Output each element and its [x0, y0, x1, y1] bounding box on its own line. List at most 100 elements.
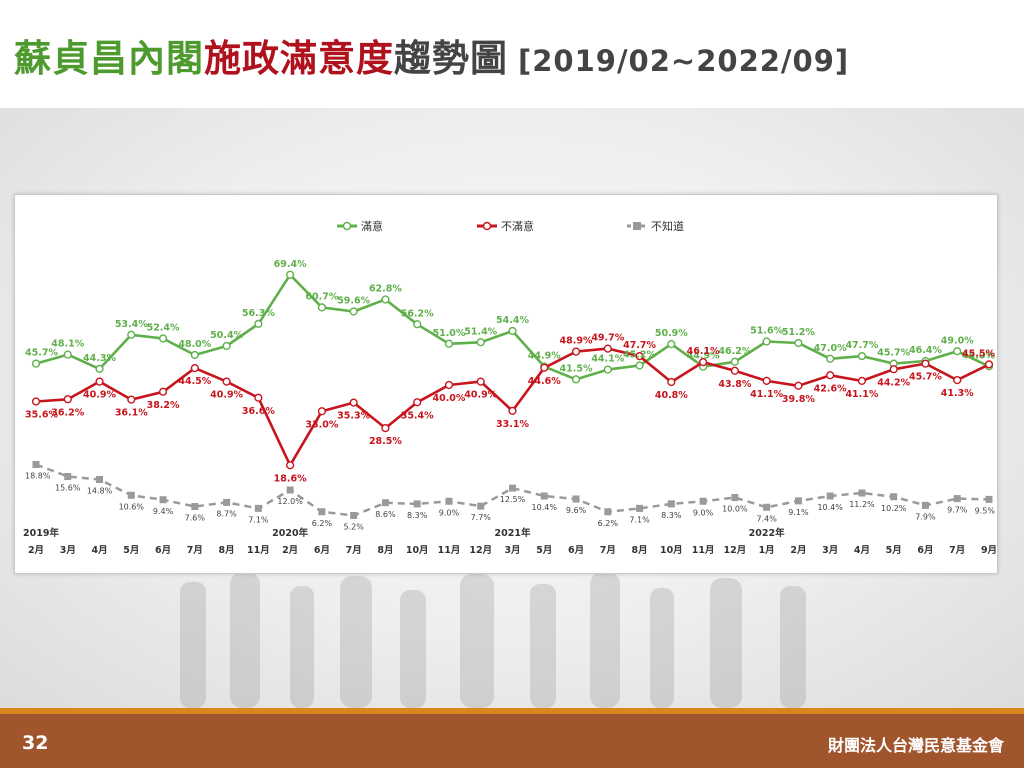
unknown-point: [127, 491, 135, 499]
unknown-data-label: 10.2%: [881, 504, 907, 513]
unknown-data-label: 9.7%: [947, 506, 968, 515]
satisfied-data-label: 48.1%: [51, 339, 84, 350]
dissatisfied-point: [889, 365, 898, 374]
satisfied-data-label: 47.0%: [814, 343, 847, 354]
dissatisfied-data-label: 33.0%: [305, 419, 338, 430]
x-tick-label: 8月: [632, 545, 648, 556]
dissatisfied-data-label: 44.2%: [877, 377, 910, 388]
satisfied-data-label: 54.4%: [496, 315, 529, 326]
unknown-point: [96, 476, 104, 483]
unknown-data-label: 7.1%: [629, 515, 650, 524]
x-tick-label: 9月: [981, 545, 997, 556]
dissatisfied-point: [222, 377, 231, 386]
unknown-data-label: 10.0%: [722, 505, 748, 514]
dissatisfied-data-label: 39.8%: [782, 394, 815, 405]
x-tick-label: 2月: [282, 545, 298, 556]
dissatisfied-point: [95, 377, 104, 386]
dissatisfied-point: [953, 376, 962, 385]
x-tick-label: 8月: [219, 545, 235, 556]
dissatisfied-point: [921, 359, 930, 368]
satisfied-point: [603, 365, 612, 374]
footer-accent-line: [0, 708, 1024, 714]
satisfied-data-label: 51.2%: [782, 327, 815, 338]
x-tick-label: 5月: [536, 545, 552, 556]
dissatisfied-data-label: 40.8%: [655, 390, 688, 401]
unknown-point: [64, 473, 72, 480]
page-number: 32: [22, 732, 49, 754]
dissatisfied-data-label: 33.1%: [496, 419, 529, 430]
satisfied-point: [381, 295, 390, 304]
unknown-data-label: 5.2%: [344, 523, 365, 532]
title-satisfaction: 施政滿意度: [204, 37, 394, 80]
unknown-data-label: 10.6%: [119, 502, 145, 511]
x-tick-label: 6月: [314, 545, 330, 556]
dissatisfied-point: [476, 377, 485, 386]
satisfied-point: [95, 364, 104, 373]
dissatisfied-point: [413, 398, 422, 407]
unknown-data-label: 9.6%: [566, 506, 587, 515]
satisfied-data-label: 46.4%: [909, 345, 942, 356]
dissatisfied-data-label: 40.0%: [432, 393, 465, 404]
unknown-data-label: 9.0%: [693, 508, 714, 517]
dissatisfied-data-label: 18.6%: [274, 473, 307, 484]
x-tick-label: 6月: [155, 545, 171, 556]
satisfied-data-label: 62.8%: [369, 284, 402, 295]
unknown-data-label: 15.6%: [55, 484, 81, 493]
unknown-data-label: 12.5%: [500, 495, 526, 504]
satisfied-data-label: 51.0%: [432, 328, 465, 339]
satisfied-point: [730, 357, 739, 366]
x-tick-label: 10月: [406, 545, 429, 556]
dissatisfied-data-label: 38.2%: [147, 400, 180, 411]
title-cabinet: 蘇貞昌內閣: [14, 37, 204, 80]
satisfied-point: [953, 347, 962, 356]
satisfied-point: [571, 375, 581, 384]
unknown-point: [826, 492, 834, 500]
x-tick-label: 2月: [790, 545, 806, 556]
dissatisfied-data-label: 36.6%: [242, 406, 275, 417]
year-label: 2022年: [749, 527, 785, 539]
unknown-data-label: 8.3%: [661, 511, 682, 520]
dissatisfied-point: [635, 352, 644, 361]
satisfied-data-label: 45.0%: [962, 350, 995, 361]
satisfied-data-label: 45.7%: [25, 348, 58, 359]
dissatisfied-point: [127, 395, 136, 404]
dissatisfied-data-label: 40.9%: [210, 390, 243, 401]
unknown-point: [667, 500, 675, 508]
x-tick-label: 12月: [469, 545, 492, 556]
x-tick-label: 5月: [886, 545, 902, 556]
unknown-point: [699, 497, 707, 505]
satisfied-point: [794, 338, 803, 348]
satisfied-data-label: 53.4%: [115, 319, 148, 330]
satisfied-data-label: 52.4%: [147, 323, 180, 334]
x-tick-label: 7月: [346, 545, 362, 556]
dissatisfied-point: [794, 381, 803, 390]
unknown-point: [794, 497, 802, 505]
x-tick-label: 6月: [568, 545, 584, 556]
dissatisfied-data-label: 46.1%: [687, 346, 720, 357]
satisfied-data-label: 60.7%: [305, 291, 338, 302]
legend-marker-2: [633, 222, 641, 230]
x-tick-label: 3月: [822, 545, 838, 556]
unknown-point: [636, 504, 644, 512]
unknown-data-label: 7.7%: [471, 513, 492, 522]
satisfied-point: [413, 320, 422, 329]
x-tick-label: 11月: [692, 545, 715, 556]
year-label: 2019年: [23, 527, 59, 539]
satisfied-data-label: 59.6%: [337, 296, 370, 307]
trend-chart-svg: 滿意 不滿意 不知道45.7%48.1%44.3%53.4%52.4%48.0%50…: [23, 219, 997, 556]
unknown-data-label: 9.4%: [153, 507, 174, 516]
x-tick-label: 7月: [949, 545, 965, 556]
satisfied-data-label: 56.3%: [242, 308, 275, 319]
unknown-data-label: 7.4%: [756, 514, 777, 523]
title-period: [2019/02~2022/09]: [518, 44, 850, 78]
satisfied-point: [317, 303, 327, 312]
satisfied-data-label: 48.0%: [178, 339, 211, 350]
unknown-point: [318, 508, 326, 516]
satisfied-data-label: 50.4%: [210, 330, 243, 341]
unknown-point: [985, 495, 993, 503]
satisfied-data-label: 44.9%: [528, 351, 561, 362]
dissatisfied-data-label: 40.9%: [83, 390, 116, 401]
satisfied-point: [667, 340, 676, 349]
unknown-point: [445, 497, 453, 505]
satisfied-data-label: 45.2%: [623, 350, 656, 361]
